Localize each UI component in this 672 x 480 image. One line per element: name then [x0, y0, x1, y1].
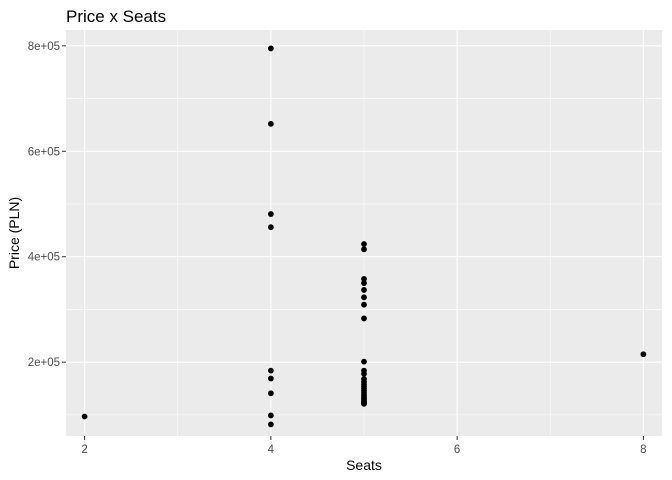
y-tick-label: 8e+05: [28, 41, 60, 53]
x-tick-label: 4: [268, 444, 275, 456]
x-axis-ticks: 2 4 6 8: [81, 436, 647, 456]
data-point: [267, 211, 274, 217]
data-point: [267, 390, 274, 397]
data-point: [267, 375, 274, 382]
data-point: [267, 412, 274, 419]
x-tick-label: 6: [454, 444, 460, 456]
data-point: [267, 120, 274, 127]
y-tick-label: 2e+05: [28, 357, 60, 369]
data-point: [361, 275, 367, 282]
minor-gridlines: [66, 30, 662, 436]
data-point: [267, 224, 274, 231]
data-points: [81, 45, 647, 428]
x-tick-label: 8: [640, 444, 646, 456]
data-point: [640, 351, 647, 358]
data-point: [267, 421, 274, 428]
data-point: [361, 370, 367, 377]
data-point: [267, 367, 274, 374]
y-tick-label: 4e+05: [28, 252, 60, 264]
y-axis-title: Price (PLN): [6, 197, 22, 269]
x-axis-title: Seats: [346, 457, 382, 473]
data-point: [267, 45, 274, 52]
chart-title: Price x Seats: [66, 7, 166, 26]
data-point: [361, 246, 367, 253]
y-tick-label: 6e+05: [28, 146, 60, 158]
data-point: [361, 301, 367, 308]
data-point: [361, 287, 367, 293]
y-axis-ticks: 2e+05 4e+05 6e+05 8e+05: [28, 41, 66, 369]
x-tick-label: 2: [81, 444, 87, 456]
data-point: [361, 400, 367, 407]
data-point: [361, 294, 367, 301]
major-gridlines: [66, 30, 662, 436]
data-point: [361, 315, 367, 322]
data-point: [81, 413, 88, 420]
data-point: [361, 358, 367, 365]
data-point: [361, 280, 367, 286]
data-point: [361, 241, 367, 247]
